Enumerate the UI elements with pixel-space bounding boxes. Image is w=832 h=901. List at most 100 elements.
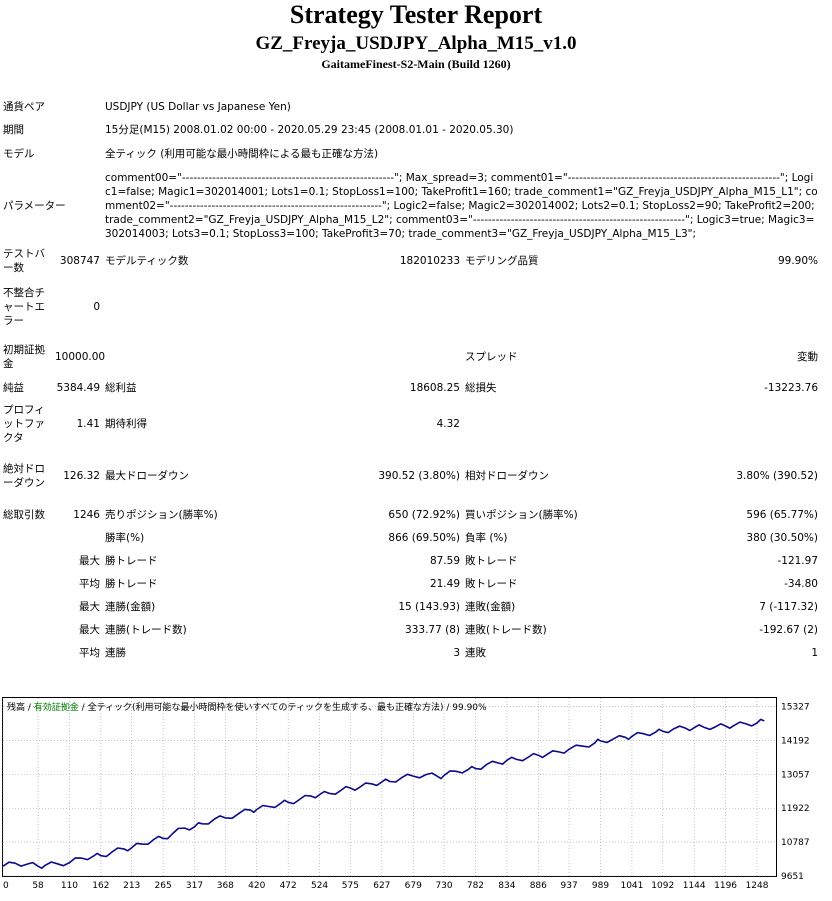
max-cons-wins-label: 連勝(金額) <box>105 600 156 613</box>
params-value: comment00="-----------------------------… <box>105 172 818 240</box>
trades-label: 総取引数 <box>3 509 45 521</box>
avg-win-value: 21.49 <box>429 577 460 590</box>
y-tick-label: 10787 <box>781 838 810 848</box>
symbol-row: 通貨ペア USDJPY (US Dollar vs Japanese Yen) <box>0 96 820 118</box>
ticks-value: 182010233 <box>399 255 460 267</box>
largest-win-label: 勝トレード <box>105 554 158 567</box>
mismatch-row: 不整合チャートエラー 0 <box>0 276 820 338</box>
max-consecutive-prefix: 最大 <box>79 600 100 613</box>
loss-pct-label: 負率 (%) <box>465 531 508 544</box>
dd-row: 絶対ドローダウン 126.32 最大ドローダウン 390.52 (3.80%) … <box>0 448 820 504</box>
largest-loss-value: -121.97 <box>777 554 818 567</box>
win-pct-label: 勝率(%) <box>105 531 145 544</box>
abs-dd-value: 126.32 <box>63 470 100 482</box>
largest-prefix: 最大 <box>79 554 100 567</box>
ea-name: GZ_Freyja_USDJPY_Alpha_M15_v1.0 <box>255 33 577 54</box>
max-cons-loss-value: -192.67 (2) <box>759 623 818 636</box>
bars-value: 308747 <box>59 255 100 267</box>
expected-value: 4.32 <box>436 418 460 430</box>
max-cons-losses-label: 連敗(金額) <box>465 600 516 613</box>
y-tick-label: 13057 <box>781 770 810 780</box>
period-row: 期間 15分足(M15) 2008.01.02 00:00 - 2020.05.… <box>0 118 820 142</box>
spread-label: スプレッド <box>465 351 518 363</box>
rel-dd-value: 3.80% (390.52) <box>736 470 818 482</box>
trades-row: 総取引数 1246 売りポジション(勝率%) 650 (72.92%) 買いポジ… <box>0 504 820 526</box>
abs-dd-label: 絶対ドローダウン <box>3 463 45 489</box>
gross-profit-label: 総利益 <box>105 382 137 394</box>
avg-win-label: 勝トレード <box>105 577 158 590</box>
net-row: 純益 5384.49 総利益 18608.25 総損失 -13223.76 <box>0 376 820 400</box>
max-dd-value: 390.52 (3.80%) <box>378 470 460 482</box>
gross-loss-label: 総損失 <box>465 382 497 394</box>
spread-value: 変動 <box>797 351 818 363</box>
y-tick-label: 11922 <box>781 804 810 814</box>
net-label: 純益 <box>3 382 24 394</box>
x-tick-label: 575 <box>342 881 359 891</box>
legend-description: 全ティック(利用可能な最小時間枠を使いすべてのティックを生成する、最も正確な方法… <box>88 701 487 713</box>
x-tick-label: 110 <box>61 881 78 891</box>
period-label: 期間 <box>3 124 24 136</box>
x-tick-label: 937 <box>561 881 578 891</box>
legend-sep2: / <box>79 703 88 713</box>
x-tick-label: 524 <box>311 881 328 891</box>
legend-sep1: / <box>25 703 34 713</box>
chart-frame <box>2 697 777 877</box>
x-tick-label: 162 <box>92 881 109 891</box>
avg-cons-losses-value: 1 <box>811 646 818 659</box>
symbol-value: USDJPY (US Dollar vs Japanese Yen) <box>105 101 291 113</box>
win-pct-value: 866 (69.50%) <box>388 531 460 544</box>
deposit-row: 初期証拠金 10000.00 スプレッド 変動 <box>0 338 820 376</box>
legend-equity: 有効証拠金 <box>34 701 79 713</box>
pf-label: プロフィットファクタ <box>3 404 45 444</box>
x-tick-label: 886 <box>530 881 547 891</box>
average-row: 平均 勝トレード 21.49 敗トレード -34.80 <box>0 572 820 595</box>
server-name: GaitameFinest-S2-Main (Build 1260) <box>321 57 511 71</box>
model-row: モデル 全ティック (利用可能な最小時間枠による最も正確な方法) <box>0 142 820 166</box>
x-tick-label: 420 <box>248 881 265 891</box>
max-cons-profit-value: 333.77 (8) <box>405 623 460 636</box>
report-table: 通貨ペア USDJPY (US Dollar vs Japanese Yen) … <box>0 96 820 664</box>
params-row: パラメーター comment00="----------------------… <box>0 166 820 246</box>
max-cons-profit-label: 連勝(トレード数) <box>105 623 187 636</box>
net-value: 5384.49 <box>56 382 100 394</box>
params-label: パラメーター <box>3 200 66 212</box>
y-axis-ticks: 15327 14192 13057 11922 10787 9651 <box>781 703 810 882</box>
x-tick-label: 265 <box>155 881 172 891</box>
short-value: 650 (72.92%) <box>388 509 460 521</box>
x-tick-label: 58 <box>32 881 44 891</box>
quality-label: モデリング品質 <box>465 255 539 267</box>
expected-label: 期待利得 <box>105 418 147 430</box>
x-tick-label: 730 <box>435 881 452 891</box>
winloss-pct-row: 勝率(%) 866 (69.50%) 負率 (%) 380 (30.50%) <box>0 526 820 549</box>
avg-loss-label: 敗トレード <box>465 577 518 590</box>
average-prefix: 平均 <box>79 577 100 590</box>
x-tick-label: 0 <box>3 881 9 891</box>
x-tick-label: 317 <box>186 881 203 891</box>
largest-row: 最大 勝トレード 87.59 敗トレード -121.97 <box>0 549 820 572</box>
bars-label: テストバー数 <box>3 248 45 274</box>
x-axis-ticks: 0 58 110 162 213 265 317 368 420 472 524 575 627 679 7… <box>3 881 769 891</box>
y-tick-label: 15327 <box>781 703 810 713</box>
ticks-label: モデルティック数 <box>105 255 189 267</box>
period-value: 15分足(M15) 2008.01.02 00:00 - 2020.05.29 … <box>105 124 514 136</box>
max-dd-label: 最大ドローダウン <box>105 470 189 482</box>
symbol-label: 通貨ペア <box>3 101 45 113</box>
x-tick-label: 1041 <box>620 881 643 891</box>
x-tick-label: 1092 <box>651 881 674 891</box>
x-tick-label: 782 <box>467 881 484 891</box>
rel-dd-label: 相対ドローダウン <box>465 470 549 482</box>
x-tick-label: 1196 <box>714 881 737 891</box>
x-tick-label: 989 <box>592 881 609 891</box>
trades-value: 1246 <box>73 509 100 521</box>
max-cons-wins-value: 15 (143.93) <box>398 600 460 613</box>
loss-pct-value: 380 (30.50%) <box>746 531 818 544</box>
avg-loss-value: -34.80 <box>784 577 818 590</box>
max-consecutive-row: 最大 連勝(金額) 15 (143.93) 連敗(金額) 7 (-117.32) <box>0 595 820 618</box>
x-tick-label: 1248 <box>746 881 769 891</box>
x-tick-label: 1144 <box>683 881 706 891</box>
x-tick-label: 679 <box>405 881 422 891</box>
balance-line <box>2 718 765 869</box>
x-tick-label: 627 <box>373 881 390 891</box>
deposit-label: 初期証拠金 <box>3 344 45 370</box>
model-label: モデル <box>3 148 35 160</box>
